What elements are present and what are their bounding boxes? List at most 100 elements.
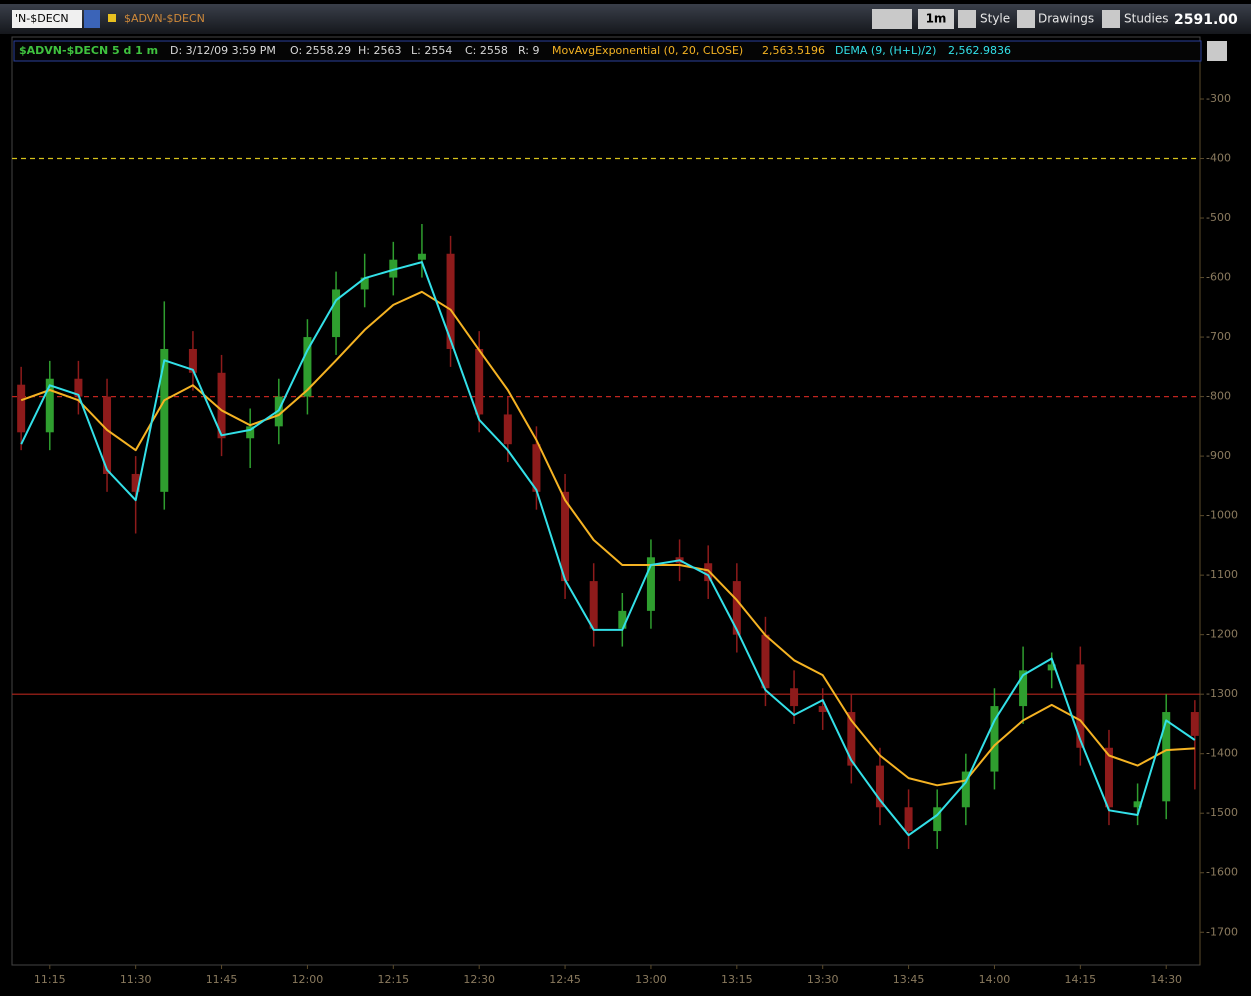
x-tick-label: 14:00 <box>979 973 1011 986</box>
x-tick-label: 13:00 <box>635 973 667 986</box>
y-tick-label: -1600 <box>1206 866 1238 879</box>
candle-body <box>17 384 26 433</box>
y-tick-label: -400 <box>1206 152 1231 165</box>
y-tick-label: -500 <box>1206 211 1231 224</box>
dema-value: 2,562.9836 <box>948 44 1011 57</box>
ema-value: 2,563.5196 <box>762 44 825 57</box>
y-tick-label: -700 <box>1206 330 1231 343</box>
x-tick-label: 11:15 <box>34 973 66 986</box>
candle-body <box>1104 747 1113 808</box>
tool-icons[interactable] <box>872 9 912 29</box>
plot-frame <box>11 36 1201 966</box>
date: D: 3/12/09 3:59 PM <box>170 44 276 57</box>
candle-body <box>45 378 54 433</box>
candle-body <box>790 688 799 707</box>
close: C: 2558 <box>465 44 508 57</box>
y-tick-label: -900 <box>1206 449 1231 462</box>
symbol-info: $ADVN-$DECN 5 d 1 m <box>19 44 158 57</box>
candle-body <box>847 712 856 766</box>
candle-body <box>1047 664 1056 671</box>
x-tick-label: 13:45 <box>893 973 925 986</box>
studies-button[interactable]: Studies <box>1124 12 1169 26</box>
y-tick-label: -300 <box>1206 92 1231 105</box>
y-tick-label: -1700 <box>1206 925 1238 938</box>
candle-body <box>131 473 140 492</box>
candle-body <box>1133 801 1142 808</box>
drawings-icon[interactable] <box>1017 10 1035 28</box>
candle-body <box>961 771 970 808</box>
symbol-dropdown[interactable] <box>84 10 100 28</box>
candle-body <box>446 253 455 349</box>
chart-settings-icon[interactable] <box>1207 41 1227 61</box>
toolbar <box>0 4 1251 34</box>
candle-body <box>1019 670 1028 707</box>
candle-body <box>160 348 169 492</box>
x-tick-label: 12:30 <box>463 973 495 986</box>
y-tick-label: -600 <box>1206 271 1231 284</box>
candle-body <box>188 348 197 373</box>
candle-body <box>417 253 426 260</box>
candle-body <box>360 277 369 290</box>
candle-body <box>389 259 398 278</box>
candle-body <box>704 563 713 582</box>
style-button[interactable]: Style <box>980 12 1010 26</box>
style-icon[interactable] <box>958 10 976 28</box>
candle-body <box>1076 664 1085 748</box>
study-line <box>20 261 1196 837</box>
drawings-button[interactable]: Drawings <box>1038 12 1094 26</box>
x-tick-label: 12:00 <box>292 973 324 986</box>
x-tick-label: 14:15 <box>1064 973 1096 986</box>
legend-ema: MovAvgExponential (0, 20, CLOSE) <box>552 44 743 57</box>
candle-body <box>246 426 255 439</box>
candle-body <box>618 610 627 629</box>
candle-body <box>1162 712 1171 802</box>
candle-body <box>532 444 541 492</box>
y-tick-label: -1000 <box>1206 509 1238 522</box>
x-tick-label: 13:30 <box>807 973 839 986</box>
x-tick-label: 12:45 <box>549 973 581 986</box>
candle-body <box>303 337 312 397</box>
candle-body <box>990 706 999 772</box>
candle-body <box>217 372 226 439</box>
symbol[interactable]: 'N-$DECN <box>15 12 69 25</box>
candle-body <box>74 378 83 397</box>
candle-body <box>1190 712 1199 736</box>
y-tick-label: -1400 <box>1206 747 1238 760</box>
y-tick-label: -1200 <box>1206 628 1238 641</box>
symbol-box[interactable] <box>12 10 82 28</box>
y-tick-label: -800 <box>1206 390 1231 403</box>
candle-body <box>332 289 341 338</box>
x-tick-label: 13:15 <box>721 973 753 986</box>
y-tick-label: -1300 <box>1206 687 1238 700</box>
range: R: 9 <box>518 44 540 57</box>
high: H: 2563 <box>358 44 401 57</box>
y-tick-label: -1100 <box>1206 568 1238 581</box>
candle-body <box>761 634 770 689</box>
x-tick-label: 14:30 <box>1150 973 1182 986</box>
open: O: 2558.29 <box>290 44 351 57</box>
info-header <box>13 40 1202 62</box>
candle-body <box>503 414 512 445</box>
x-tick-label: 11:45 <box>206 973 238 986</box>
candle-body <box>933 807 942 832</box>
aggregation[interactable]: 1m <box>926 12 947 26</box>
candle-body <box>475 348 484 415</box>
x-tick-label: 11:30 <box>120 973 152 986</box>
candle-body <box>904 807 913 832</box>
last-price: 2591.00 <box>1174 12 1238 28</box>
x-tick-label: 12:15 <box>377 973 409 986</box>
candle-body <box>646 557 655 611</box>
study-line <box>20 290 1195 787</box>
symbol-name: $ADVN-$DECN <box>124 12 205 25</box>
aggregation-button[interactable] <box>918 9 954 29</box>
candle-body <box>732 581 741 635</box>
link-icon <box>108 14 116 22</box>
y-tick-label: -1500 <box>1206 806 1238 819</box>
candle-body <box>561 491 570 582</box>
low: L: 2554 <box>411 44 452 57</box>
studies-icon[interactable] <box>1102 10 1120 28</box>
candle-body <box>589 581 598 629</box>
legend-dema: DEMA (9, (H+L)/2) <box>835 44 936 57</box>
